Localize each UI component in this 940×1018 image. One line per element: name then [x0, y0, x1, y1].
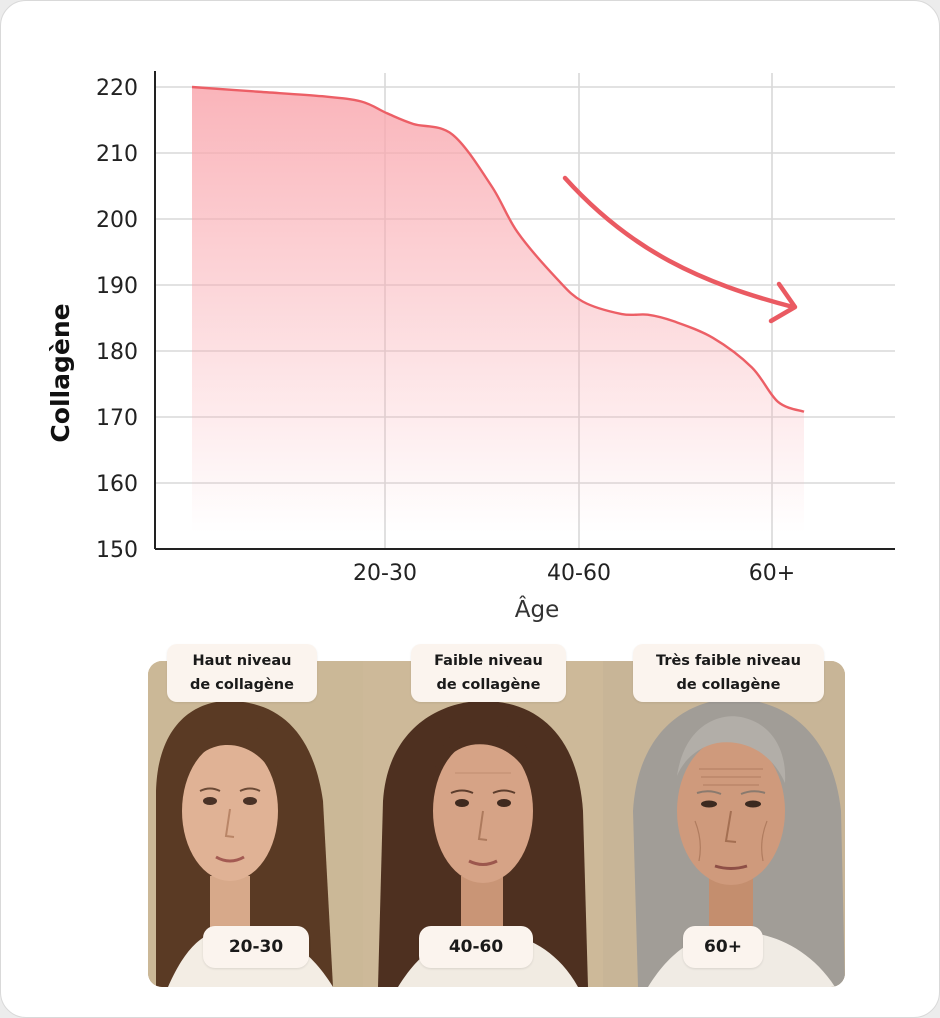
- panel-3-label-line2: de collagène: [676, 677, 781, 693]
- panel-2-label-line1: Faible niveau: [434, 653, 543, 669]
- x-tick-labels: 20-30 40-60 60+: [353, 561, 795, 586]
- series-line: [191, 85, 805, 413]
- y-tick-label: 170: [96, 406, 138, 431]
- y-tick-label: 180: [96, 340, 138, 365]
- panel-2-age-badge: 40-60: [419, 926, 533, 968]
- x-tick-label: 40-60: [547, 561, 611, 586]
- panel-2-label-line2: de collagène: [436, 677, 541, 693]
- portrait-elderly: [603, 661, 845, 987]
- panel-1-label-line2: de collagène: [190, 677, 294, 693]
- trend-arrow-head: [768, 281, 798, 324]
- y-tick-label: 190: [96, 274, 138, 299]
- axes: [154, 71, 895, 550]
- trend-arrow: [562, 175, 798, 324]
- x-tick-label: 60+: [749, 561, 795, 586]
- panel-3-label: Très faible niveau de collagène: [633, 644, 824, 702]
- collagen-age-chart: 150 160 170 180 190 200 210 220 20-30 40-60 60+ C…: [46, 71, 895, 623]
- y-tick-label: 220: [96, 76, 138, 101]
- area-fill: [192, 87, 804, 533]
- panel-1-age-badge: 20-30: [203, 926, 309, 968]
- x-axis-label: Âge: [515, 595, 559, 623]
- panel-3-age-badge: 60+: [683, 926, 763, 968]
- y-tick-label: 150: [96, 538, 138, 563]
- y-tick-label: 160: [96, 472, 138, 497]
- y-tick-labels: 150 160 170 180 190 200 210 220: [96, 76, 138, 563]
- x-tick-label: 20-30: [353, 561, 417, 586]
- panel-1-label-line1: Haut niveau: [192, 653, 292, 669]
- y-tick-label: 200: [96, 208, 138, 233]
- y-tick-label: 210: [96, 142, 138, 167]
- y-axis-label: Collagène: [46, 303, 75, 442]
- panel-3-label-line1: Très faible niveau: [656, 653, 801, 669]
- trend-arrow-shaft: [562, 175, 796, 310]
- panel-1-label: Haut niveau de collagène: [167, 644, 317, 702]
- panel-2-label: Faible niveau de collagène: [411, 644, 566, 702]
